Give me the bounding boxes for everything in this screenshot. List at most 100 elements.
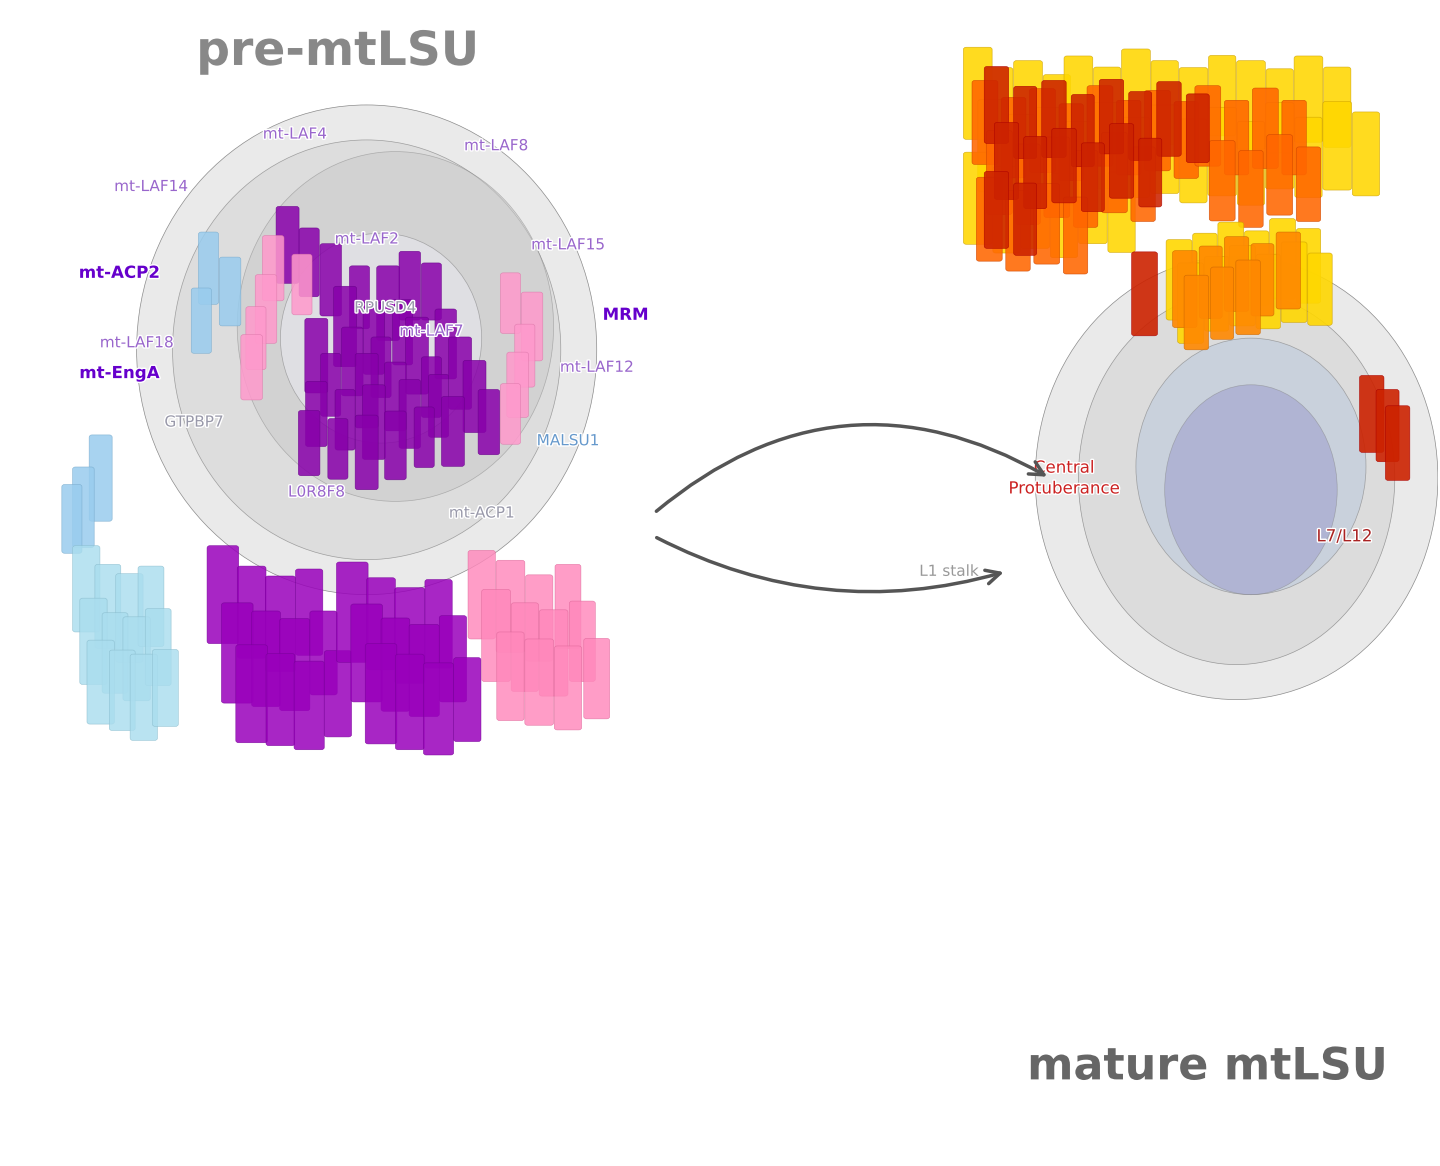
FancyBboxPatch shape xyxy=(507,352,528,417)
FancyBboxPatch shape xyxy=(1282,100,1306,175)
FancyBboxPatch shape xyxy=(1236,260,1260,335)
FancyBboxPatch shape xyxy=(300,229,320,296)
Ellipse shape xyxy=(1079,292,1395,665)
FancyBboxPatch shape xyxy=(305,318,328,393)
Text: MALSU1: MALSU1 xyxy=(537,434,599,448)
FancyBboxPatch shape xyxy=(495,561,524,652)
FancyBboxPatch shape xyxy=(336,389,356,450)
FancyBboxPatch shape xyxy=(363,385,386,459)
FancyBboxPatch shape xyxy=(1007,114,1034,201)
FancyBboxPatch shape xyxy=(1041,80,1066,157)
FancyBboxPatch shape xyxy=(1005,190,1030,271)
FancyBboxPatch shape xyxy=(363,302,384,374)
FancyBboxPatch shape xyxy=(1323,66,1351,147)
Text: Central
Protuberance: Central Protuberance xyxy=(1008,458,1119,498)
FancyBboxPatch shape xyxy=(1132,252,1158,336)
FancyBboxPatch shape xyxy=(367,577,396,669)
FancyBboxPatch shape xyxy=(963,47,992,140)
FancyBboxPatch shape xyxy=(1224,237,1248,311)
FancyBboxPatch shape xyxy=(1267,135,1293,215)
FancyBboxPatch shape xyxy=(399,379,420,448)
FancyBboxPatch shape xyxy=(153,649,179,726)
FancyBboxPatch shape xyxy=(1218,222,1244,303)
Text: GTPBP7: GTPBP7 xyxy=(164,415,223,429)
FancyBboxPatch shape xyxy=(399,252,420,319)
FancyBboxPatch shape xyxy=(985,68,1012,154)
FancyBboxPatch shape xyxy=(130,654,157,740)
FancyBboxPatch shape xyxy=(1099,79,1123,154)
Text: mt-LAF8: mt-LAF8 xyxy=(464,139,528,153)
FancyBboxPatch shape xyxy=(1151,61,1178,145)
FancyBboxPatch shape xyxy=(963,153,992,245)
FancyBboxPatch shape xyxy=(1166,240,1192,319)
FancyBboxPatch shape xyxy=(1237,61,1266,149)
FancyBboxPatch shape xyxy=(1323,101,1352,190)
Text: mt-LAF7: mt-LAF7 xyxy=(399,324,464,338)
FancyBboxPatch shape xyxy=(583,639,609,718)
FancyBboxPatch shape xyxy=(1093,66,1120,147)
FancyBboxPatch shape xyxy=(1064,56,1093,142)
FancyBboxPatch shape xyxy=(1145,90,1171,170)
FancyBboxPatch shape xyxy=(1024,136,1047,209)
FancyBboxPatch shape xyxy=(1044,136,1070,217)
FancyBboxPatch shape xyxy=(1210,141,1236,222)
FancyBboxPatch shape xyxy=(294,661,324,750)
FancyBboxPatch shape xyxy=(1014,86,1037,159)
FancyBboxPatch shape xyxy=(276,206,300,283)
FancyBboxPatch shape xyxy=(1050,174,1077,258)
FancyBboxPatch shape xyxy=(1021,160,1050,248)
FancyBboxPatch shape xyxy=(1208,107,1237,196)
FancyBboxPatch shape xyxy=(356,415,379,490)
FancyBboxPatch shape xyxy=(1377,389,1400,462)
FancyBboxPatch shape xyxy=(1081,143,1104,212)
FancyBboxPatch shape xyxy=(384,361,406,430)
FancyBboxPatch shape xyxy=(1122,49,1151,138)
Ellipse shape xyxy=(1136,338,1367,595)
Text: mt-ACP1: mt-ACP1 xyxy=(449,506,514,520)
FancyBboxPatch shape xyxy=(482,589,510,681)
FancyBboxPatch shape xyxy=(262,236,284,301)
FancyBboxPatch shape xyxy=(1238,150,1263,227)
Text: mt-ACP2: mt-ACP2 xyxy=(79,264,160,282)
FancyBboxPatch shape xyxy=(382,618,410,711)
FancyBboxPatch shape xyxy=(1107,173,1135,253)
FancyBboxPatch shape xyxy=(423,662,454,756)
FancyBboxPatch shape xyxy=(1079,157,1107,244)
FancyBboxPatch shape xyxy=(1064,121,1092,205)
Text: MRM: MRM xyxy=(602,305,648,324)
FancyBboxPatch shape xyxy=(1073,150,1097,227)
FancyBboxPatch shape xyxy=(305,381,327,447)
FancyBboxPatch shape xyxy=(1102,132,1128,212)
FancyBboxPatch shape xyxy=(409,624,439,716)
FancyBboxPatch shape xyxy=(351,604,383,702)
Text: mt-LAF12: mt-LAF12 xyxy=(560,360,634,374)
FancyBboxPatch shape xyxy=(497,632,524,721)
FancyArrowPatch shape xyxy=(657,538,1001,591)
FancyBboxPatch shape xyxy=(1014,183,1037,255)
FancyBboxPatch shape xyxy=(1030,89,1056,173)
FancyBboxPatch shape xyxy=(442,396,465,466)
FancyBboxPatch shape xyxy=(1192,233,1217,308)
FancyBboxPatch shape xyxy=(1093,103,1122,189)
FancyBboxPatch shape xyxy=(435,309,456,379)
FancyBboxPatch shape xyxy=(1139,139,1162,208)
FancyBboxPatch shape xyxy=(350,266,370,329)
FancyBboxPatch shape xyxy=(295,569,323,655)
FancyBboxPatch shape xyxy=(1043,75,1070,159)
Text: mt-LAF15: mt-LAF15 xyxy=(531,238,605,252)
FancyBboxPatch shape xyxy=(238,567,266,658)
FancyBboxPatch shape xyxy=(1179,119,1207,203)
FancyBboxPatch shape xyxy=(1251,244,1274,316)
FancyBboxPatch shape xyxy=(279,618,310,710)
FancyBboxPatch shape xyxy=(976,177,1002,261)
FancyBboxPatch shape xyxy=(425,580,452,668)
FancyBboxPatch shape xyxy=(1172,251,1197,328)
FancyBboxPatch shape xyxy=(464,360,487,433)
FancyBboxPatch shape xyxy=(356,353,379,428)
FancyBboxPatch shape xyxy=(1071,94,1094,167)
FancyBboxPatch shape xyxy=(1266,103,1295,189)
FancyBboxPatch shape xyxy=(1063,197,1087,274)
FancyBboxPatch shape xyxy=(321,353,341,416)
FancyBboxPatch shape xyxy=(266,653,295,746)
FancyBboxPatch shape xyxy=(199,232,219,304)
